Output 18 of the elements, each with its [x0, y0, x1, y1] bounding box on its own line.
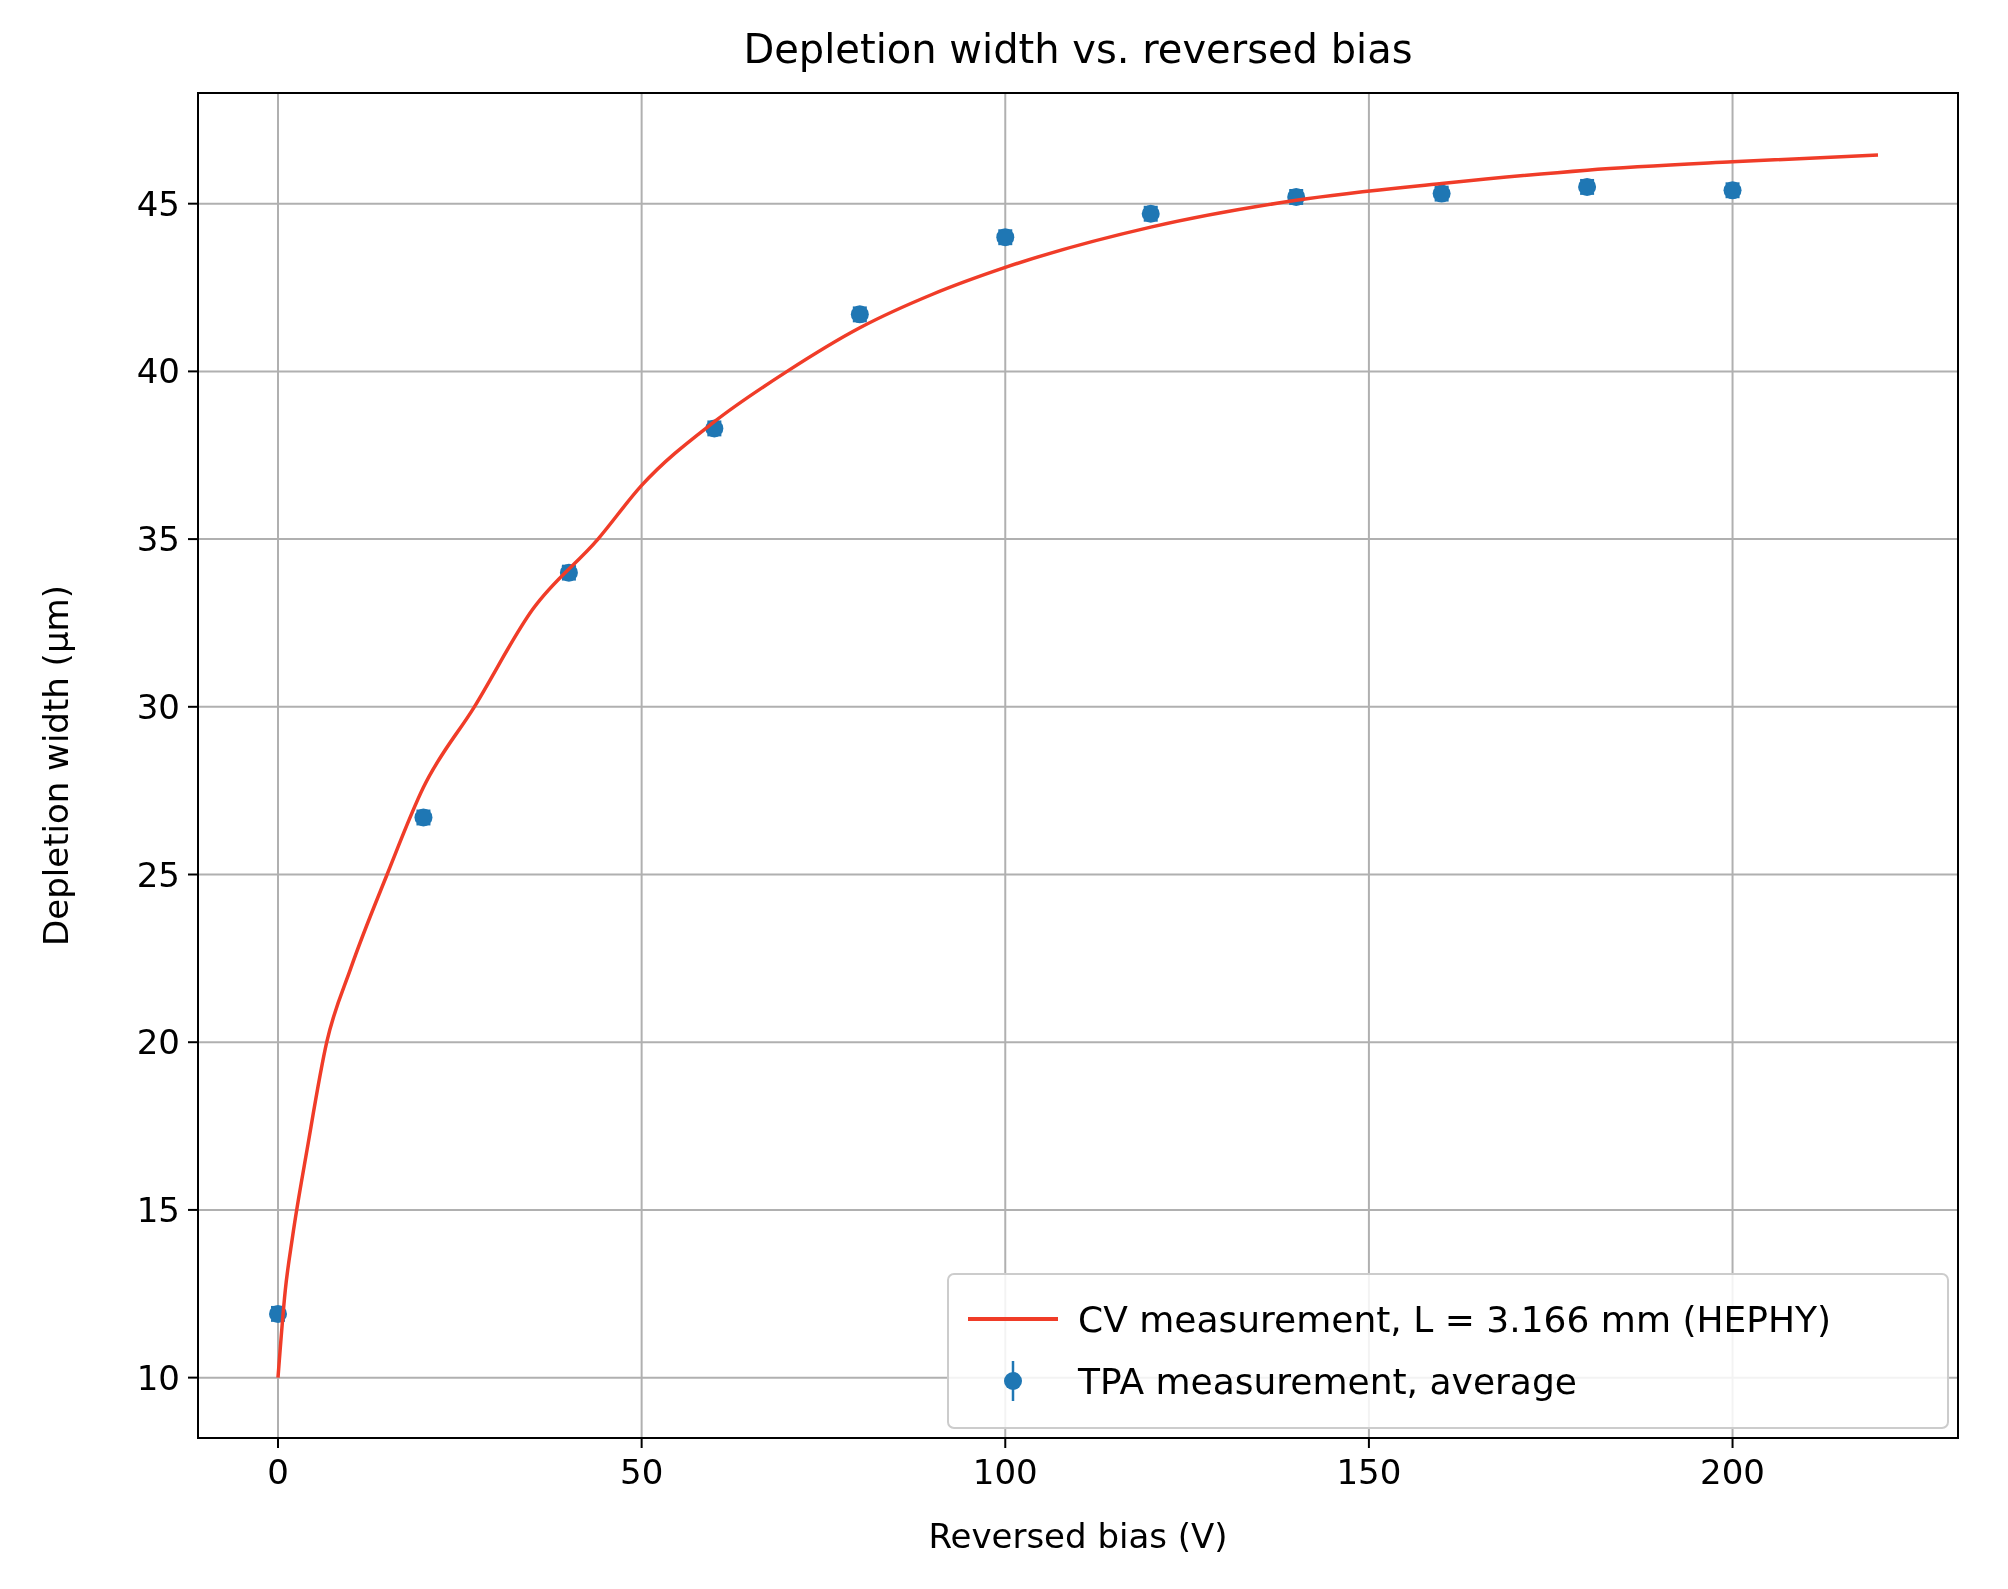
x-tick-label: 200	[1700, 1452, 1765, 1492]
x-tick-label: 50	[620, 1452, 664, 1492]
x-tick-label: 0	[267, 1452, 289, 1492]
x-tick-label: 150	[1336, 1452, 1402, 1492]
y-tick-label: 15	[136, 1189, 180, 1230]
x-axis-title: Reversed bias (V)	[928, 1516, 1228, 1556]
legend-label: TPA measurement, average	[1077, 1360, 1577, 1402]
y-tick-label: 10	[136, 1357, 180, 1398]
y-tick-label: 20	[136, 1022, 180, 1063]
y-axis-title: Depletion width (μm)	[36, 585, 76, 946]
x-tick-label: 100	[972, 1452, 1038, 1492]
y-tick-label: 30	[136, 686, 180, 727]
y-tick-label: 35	[136, 519, 180, 560]
chart-title: Depletion width vs. reversed bias	[743, 26, 1413, 72]
y-tick-label: 25	[136, 854, 180, 895]
legend-label: CV measurement, L = 3.166 mm (HEPHY)	[1078, 1298, 1832, 1340]
y-tick-label: 45	[136, 183, 180, 224]
y-tick-label: 40	[136, 351, 180, 392]
